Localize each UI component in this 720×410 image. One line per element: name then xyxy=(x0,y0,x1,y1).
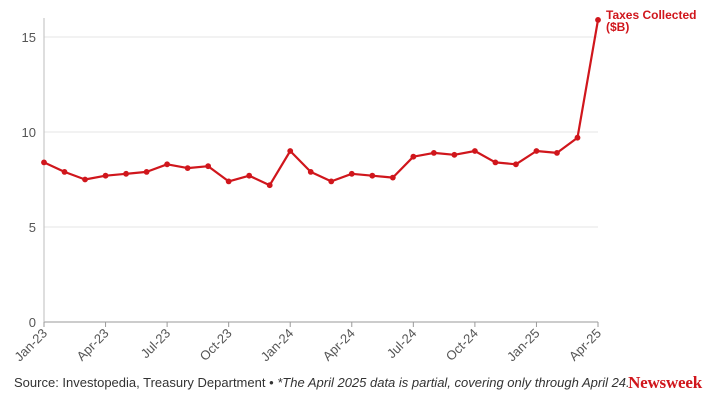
data-point xyxy=(225,178,232,185)
series-line-group xyxy=(42,18,600,187)
data-point xyxy=(266,182,273,189)
gridlines xyxy=(43,18,598,323)
y-tick-label: 5 xyxy=(29,220,36,235)
data-point xyxy=(205,163,212,170)
data-point xyxy=(307,169,314,175)
y-tick-label: 0 xyxy=(29,315,36,330)
data-point xyxy=(389,174,396,181)
x-tick-label: Jan-24 xyxy=(258,326,297,365)
y-axis-ticks: 0 5 10 15 xyxy=(22,30,36,330)
x-tick-label: Jul-24 xyxy=(384,326,420,362)
x-axis-ticks: Jan-23 Apr-23 Jul-23 Oct-23 Jan-24 Apr-24 Jul-… xyxy=(11,322,604,364)
series-line xyxy=(42,18,600,187)
data-point xyxy=(164,161,171,168)
data-point xyxy=(471,148,478,154)
data-point xyxy=(184,165,191,172)
data-point xyxy=(595,17,601,23)
line-chart: 0 5 10 15 Jan-23 Apr-23 Jul-23 Oct-23 Jan-24 Apr… xyxy=(11,8,696,364)
data-point xyxy=(61,169,68,175)
y-tick-label: 10 xyxy=(22,125,36,140)
data-point xyxy=(287,148,294,154)
data-point xyxy=(513,161,519,168)
y-tick-label: 15 xyxy=(22,30,36,45)
x-tick-label: Apr-23 xyxy=(73,326,111,364)
data-point xyxy=(102,172,109,179)
data-point xyxy=(82,176,88,183)
x-tick-label: Oct-24 xyxy=(443,326,481,364)
data-point xyxy=(430,150,437,156)
series-label-line-2: ($B) xyxy=(606,20,629,34)
data-point xyxy=(451,151,458,158)
x-tick-label: Oct-23 xyxy=(197,326,235,364)
data-point xyxy=(533,148,540,154)
data-point xyxy=(41,159,47,166)
data-point xyxy=(143,169,150,175)
data-point xyxy=(246,172,253,179)
data-point xyxy=(348,170,355,177)
data-point xyxy=(410,153,417,160)
x-tick-label: Jan-25 xyxy=(504,326,543,365)
data-point xyxy=(123,170,129,177)
data-note: *The April 2025 data is partial, coverin… xyxy=(277,375,630,390)
data-point xyxy=(554,150,560,156)
source-text: Source: Investopedia, Treasury Departmen… xyxy=(14,375,278,390)
x-tick-label: Apr-24 xyxy=(320,326,358,364)
data-point xyxy=(369,172,376,179)
newsweek-logo: Newsweek xyxy=(628,373,702,392)
data-point xyxy=(574,134,581,141)
series-points xyxy=(41,17,601,189)
footer-source: Source: Investopedia, Treasury Departmen… xyxy=(14,375,714,395)
series-label-line-1: Taxes Collected xyxy=(606,8,696,22)
data-point xyxy=(492,159,499,166)
x-tick-label: Jan-23 xyxy=(11,326,50,365)
x-tick-label: Apr-25 xyxy=(566,326,604,364)
x-tick-label: Jul-23 xyxy=(138,326,174,362)
data-point xyxy=(328,178,335,185)
